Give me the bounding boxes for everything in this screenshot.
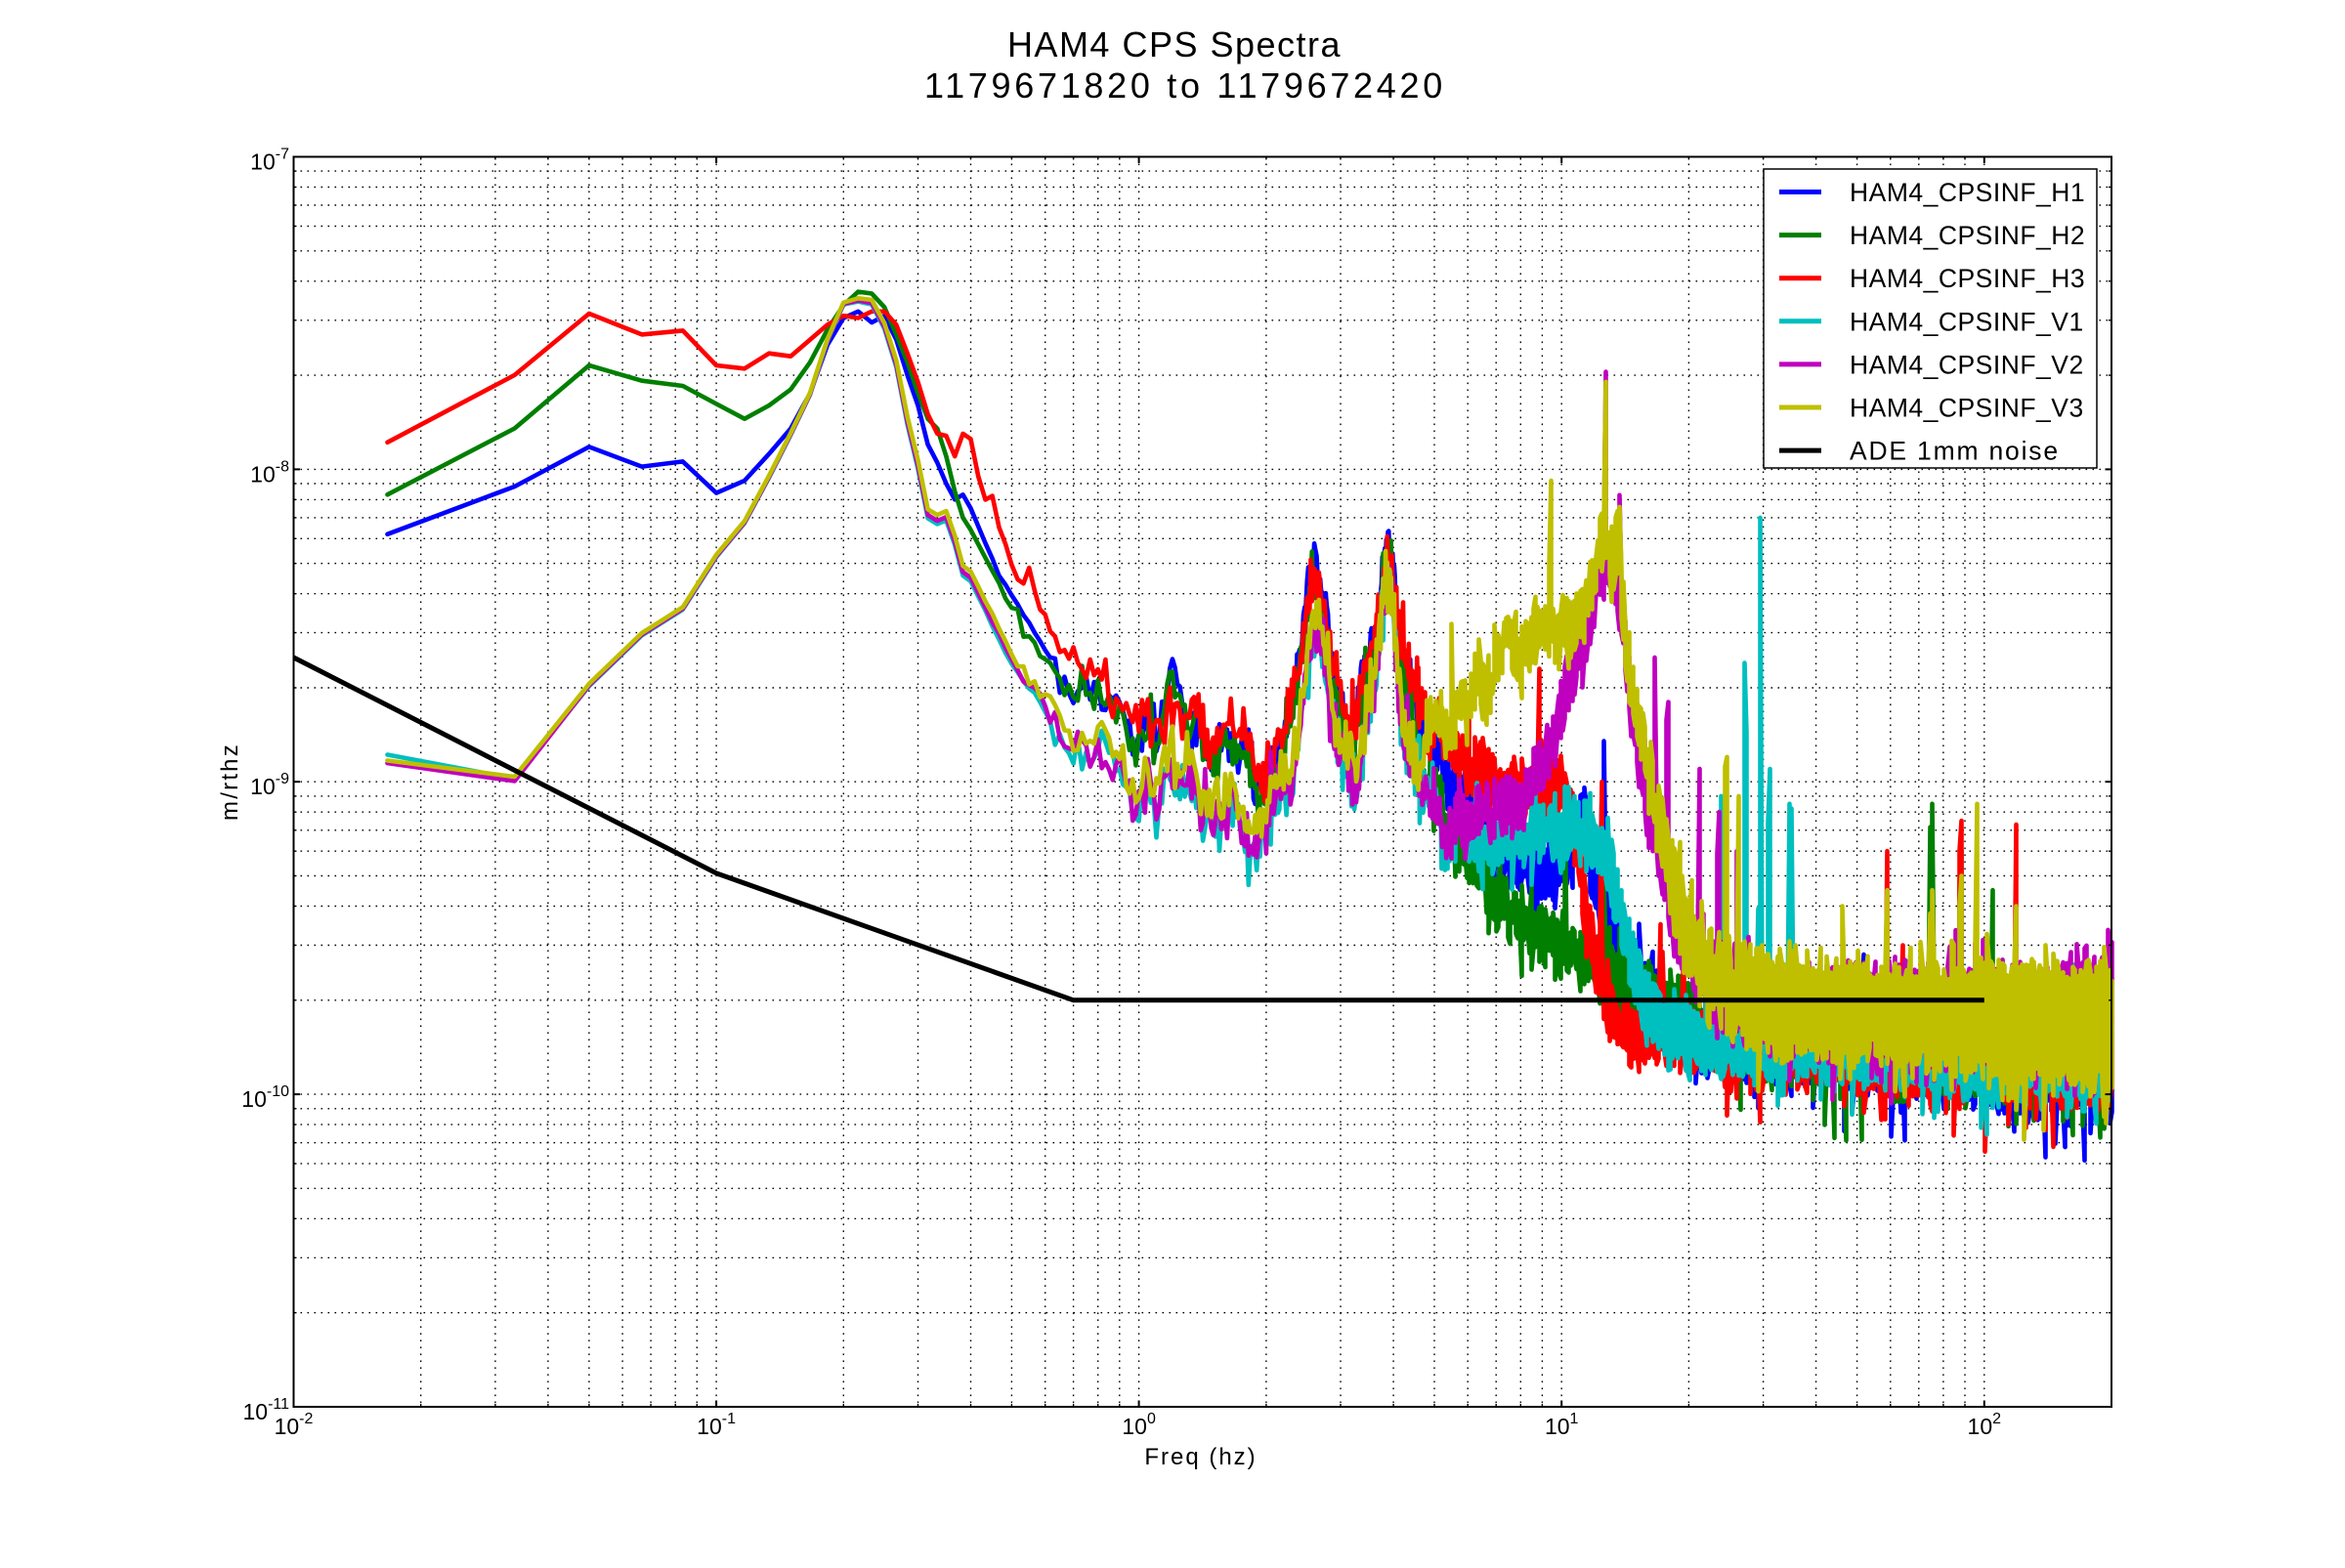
svg-text:HAM4_CPSINF_V3: HAM4_CPSINF_V3 <box>1850 394 2084 423</box>
svg-text:10-10: 10-10 <box>241 1083 289 1112</box>
svg-text:10-2: 10-2 <box>275 1411 314 1439</box>
svg-text:HAM4 CPS Spectra: HAM4 CPS Spectra <box>1007 24 1342 64</box>
svg-text:1179671820 to 1179672420: 1179671820 to 1179672420 <box>924 65 1446 106</box>
svg-text:m/rthz: m/rthz <box>217 742 243 821</box>
svg-text:HAM4_CPSINF_H3: HAM4_CPSINF_H3 <box>1850 264 2085 293</box>
svg-text:HAM4_CPSINF_H1: HAM4_CPSINF_H1 <box>1850 178 2085 207</box>
svg-text:HAM4_CPSINF_V2: HAM4_CPSINF_V2 <box>1850 350 2084 379</box>
svg-text:HAM4_CPSINF_H2: HAM4_CPSINF_H2 <box>1850 221 2085 250</box>
svg-text:ADE 1mm noise: ADE 1mm noise <box>1850 437 2060 466</box>
svg-text:HAM4_CPSINF_V1: HAM4_CPSINF_V1 <box>1850 307 2084 336</box>
svg-text:Freq (hz): Freq (hz) <box>1144 1444 1257 1470</box>
